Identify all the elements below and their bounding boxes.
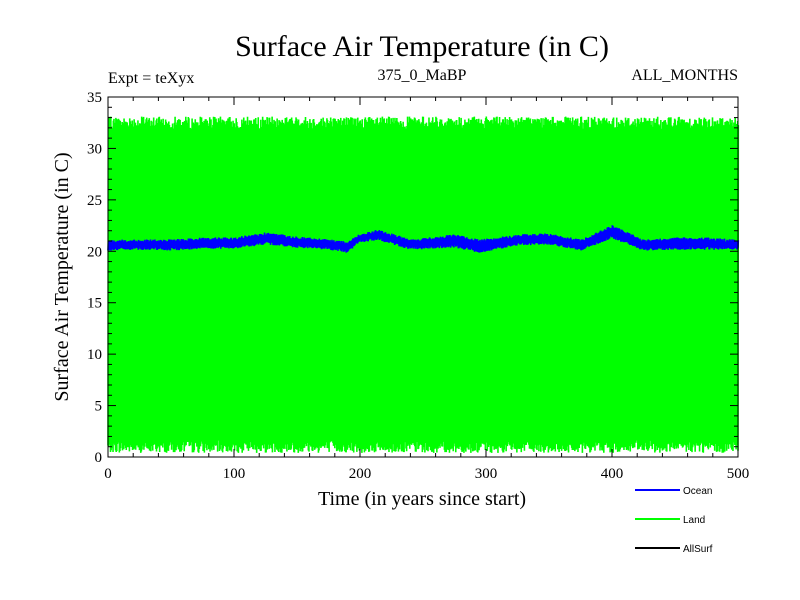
- x-tick-label: 100: [223, 466, 246, 482]
- plot-frame: [107, 96, 739, 458]
- chart-title: Surface Air Temperature (in C): [235, 30, 609, 63]
- y-tick-label: 30: [87, 141, 102, 157]
- y-tick-label: 20: [87, 244, 102, 260]
- x-tick-label: 500: [727, 466, 750, 482]
- legend-label-land: Land: [683, 515, 705, 526]
- legend-label-allsurf: AllSurf: [683, 544, 713, 555]
- run-label: 375_0_MaBP: [378, 67, 467, 84]
- y-tick-label: 35: [87, 90, 102, 106]
- y-tick-label: 5: [95, 399, 103, 415]
- y-tick-label: 15: [87, 296, 102, 312]
- plot-area: [107, 96, 740, 458]
- experiment-label: Expt = teXyx: [108, 70, 194, 87]
- x-tick-label: 400: [601, 466, 624, 482]
- y-tick-label: 25: [87, 193, 102, 209]
- legend-label-ocean: Ocean: [683, 486, 712, 497]
- x-tick-label: 300: [475, 466, 498, 482]
- legend: Ocean Land AllSurf: [635, 486, 713, 555]
- x-tick-label: 200: [349, 466, 372, 482]
- y-axis: 0 5 10 15 20 25 30 35: [87, 90, 738, 466]
- x-tick-label: 0: [104, 466, 112, 482]
- x-axis-label: Time (in years since start): [318, 488, 526, 510]
- series-line-ocean: [107, 225, 740, 253]
- y-tick-label: 0: [95, 450, 103, 466]
- series-ocean: [107, 225, 740, 253]
- series-line-land: [107, 116, 740, 453]
- months-label: ALL_MONTHS: [631, 67, 738, 84]
- series-land: [107, 116, 740, 453]
- x-axis: 0 100 200 300 400 500: [104, 97, 749, 482]
- y-axis-label: Surface Air Temperature (in C): [51, 152, 73, 401]
- y-tick-label: 10: [87, 347, 102, 363]
